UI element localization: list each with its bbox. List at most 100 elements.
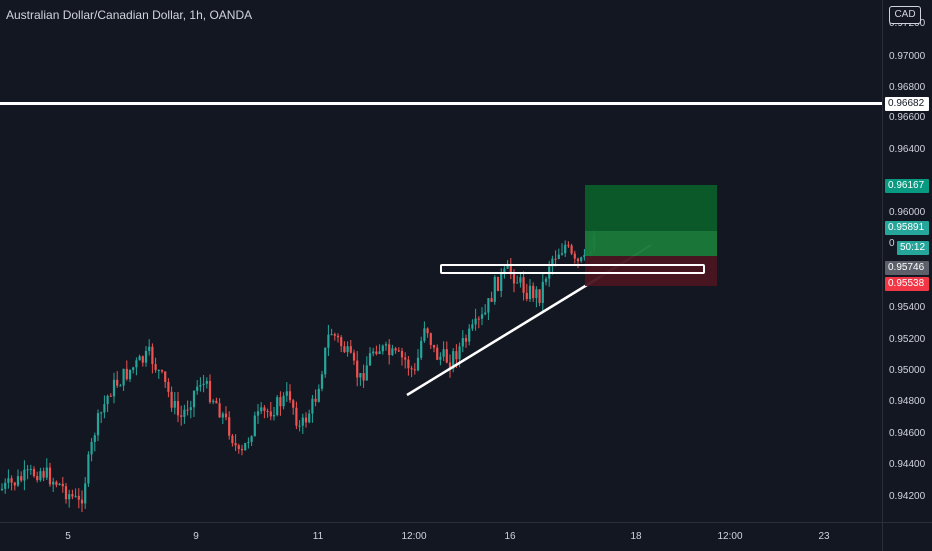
candle-body [240,448,244,451]
candle-body [458,346,461,360]
price-axis[interactable]: 0.97200 0.97000 0.96800 0.96600 0.96400 … [882,0,932,522]
candle-body [55,481,58,486]
time-tick: 11 [312,531,324,542]
candle-body [116,379,119,386]
candle-body [525,292,528,300]
price-tick: 0.95000 [889,365,926,376]
candle-body [263,407,266,411]
candle-body [295,407,298,426]
price-tick: 0.96800 [889,82,926,93]
candle-body [436,347,439,360]
candle-body [61,483,64,487]
candle-body [119,385,122,387]
entry-price-label: 0.95746 [885,261,929,275]
candle-body [333,334,336,336]
long-position-loss-zone[interactable] [585,256,717,286]
candle-body [36,476,39,481]
price-tick: 0.94400 [889,459,926,470]
horizontal-line-price-label: 0.96682 [885,97,929,111]
price-tick: 0.94200 [889,491,926,502]
long-position-profit-zone-upper[interactable] [585,185,717,231]
candle-body [100,412,103,414]
candle-body [292,400,295,408]
candle-body [477,318,480,320]
candle-body [564,244,567,254]
candle-body [471,324,474,329]
candle-body [186,409,189,411]
chart-canvas[interactable] [0,0,882,522]
candle-body [404,357,407,360]
candle-body [400,350,404,358]
symbol-title[interactable]: Australian Dollar/Canadian Dollar, 1h, O… [6,8,253,22]
candle-body [420,340,423,358]
currency-badge[interactable]: CAD [889,6,921,24]
candle-body [16,476,20,486]
candle-body [48,467,52,485]
candle-body [64,486,68,500]
candle-body [250,436,253,442]
candle-body [304,417,308,423]
candle-body [68,494,71,500]
candle-body [205,380,208,384]
candle-body [199,385,202,387]
candle-body [439,356,442,360]
candle-body [541,281,544,303]
candle-body [52,481,55,485]
candle-body [122,368,125,386]
price-tick: 0.95400 [889,302,926,313]
candle-body [512,272,516,284]
long-position-profit-zone-lower[interactable] [585,231,717,256]
candlestick-chart[interactable] [0,0,882,522]
trendline-drawing[interactable] [406,275,601,397]
candle-body [167,381,170,392]
candle-body [509,265,512,273]
candle-body [372,351,375,354]
candle-body [429,333,432,345]
candle-body [394,348,397,351]
candle-body [109,395,112,397]
candle-body [384,344,388,346]
candle-body [554,258,557,260]
time-tick: 12:00 [717,531,743,542]
candle-body [388,344,391,356]
time-axis[interactable]: 5 9 11 12:00 16 18 12:00 23 [0,522,882,551]
candle-body [557,254,560,259]
price-tick: 0.96600 [889,112,926,123]
candle-body [247,441,250,444]
candle-body [551,258,554,267]
candle-body [308,413,311,423]
axis-corner [882,522,932,551]
candle-body [180,415,183,417]
candle-body [87,454,90,484]
candle-body [170,391,173,408]
candle-body [266,410,269,412]
bar-countdown-label: 50:12 [897,241,929,255]
price-tick: 0.94600 [889,428,926,439]
candle-body [96,413,100,436]
candle-body [4,482,7,489]
support-zone-rectangle[interactable] [440,264,705,274]
candle-body [208,380,212,403]
candle-body [32,469,36,477]
candle-body [407,359,410,369]
candle-body [423,328,426,341]
candle-body [93,435,96,442]
candle-body [154,364,157,371]
candle-body [311,398,314,414]
candle-body [189,407,192,410]
candle-body [487,298,490,313]
candle-body [157,370,160,372]
candle-body [39,471,42,481]
candle-body [112,379,116,397]
candle-body [484,312,487,315]
candle-body [480,314,484,319]
candle-body [237,445,240,449]
candle-body [160,370,164,372]
price-tick: 0.96400 [889,144,926,155]
candle-body [29,469,32,471]
candle-body [202,383,205,386]
candle-body [298,425,301,427]
candle-body [256,411,260,416]
candle-body [567,244,570,246]
candle-body [301,417,304,426]
